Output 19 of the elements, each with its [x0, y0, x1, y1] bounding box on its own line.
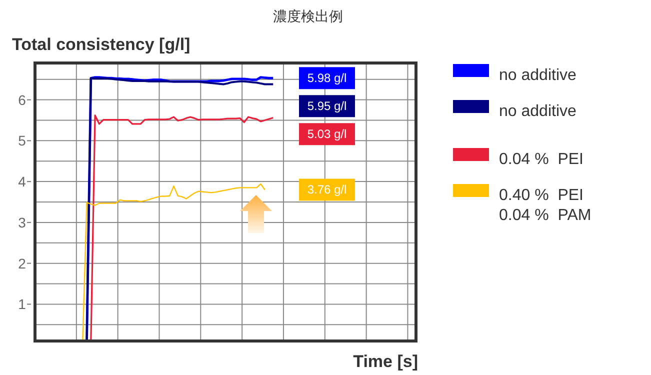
legend-label: 0.40 % PEI 0.04 % PAM [499, 187, 592, 224]
y-tick-label: 4 [18, 174, 26, 190]
y-tick-label: 5 [18, 132, 26, 149]
y-tick-label: 1 [18, 296, 26, 312]
legend-label: no additive [499, 67, 576, 84]
line-series [82, 183, 266, 342]
annotation: 5.98 g/l [307, 71, 347, 86]
line-series [90, 114, 274, 342]
annotation: 3.76 g/l [307, 182, 347, 197]
y-tick-label: 3 [18, 214, 26, 230]
x-axis-title: Time [s] [353, 352, 418, 371]
y-axis-title: Total consistency [g/l] [12, 35, 190, 54]
annotation: 5.03 g/l [307, 127, 347, 142]
y-tick-label: 2 [18, 255, 26, 272]
chart-title: 濃度検出例 [273, 9, 343, 25]
annotation: 5.95 g/l [307, 99, 347, 114]
y-tick-label: 6 [18, 92, 26, 108]
legend-label: 0.04 % PEI [499, 151, 584, 168]
legend-label: no additive [499, 103, 576, 120]
